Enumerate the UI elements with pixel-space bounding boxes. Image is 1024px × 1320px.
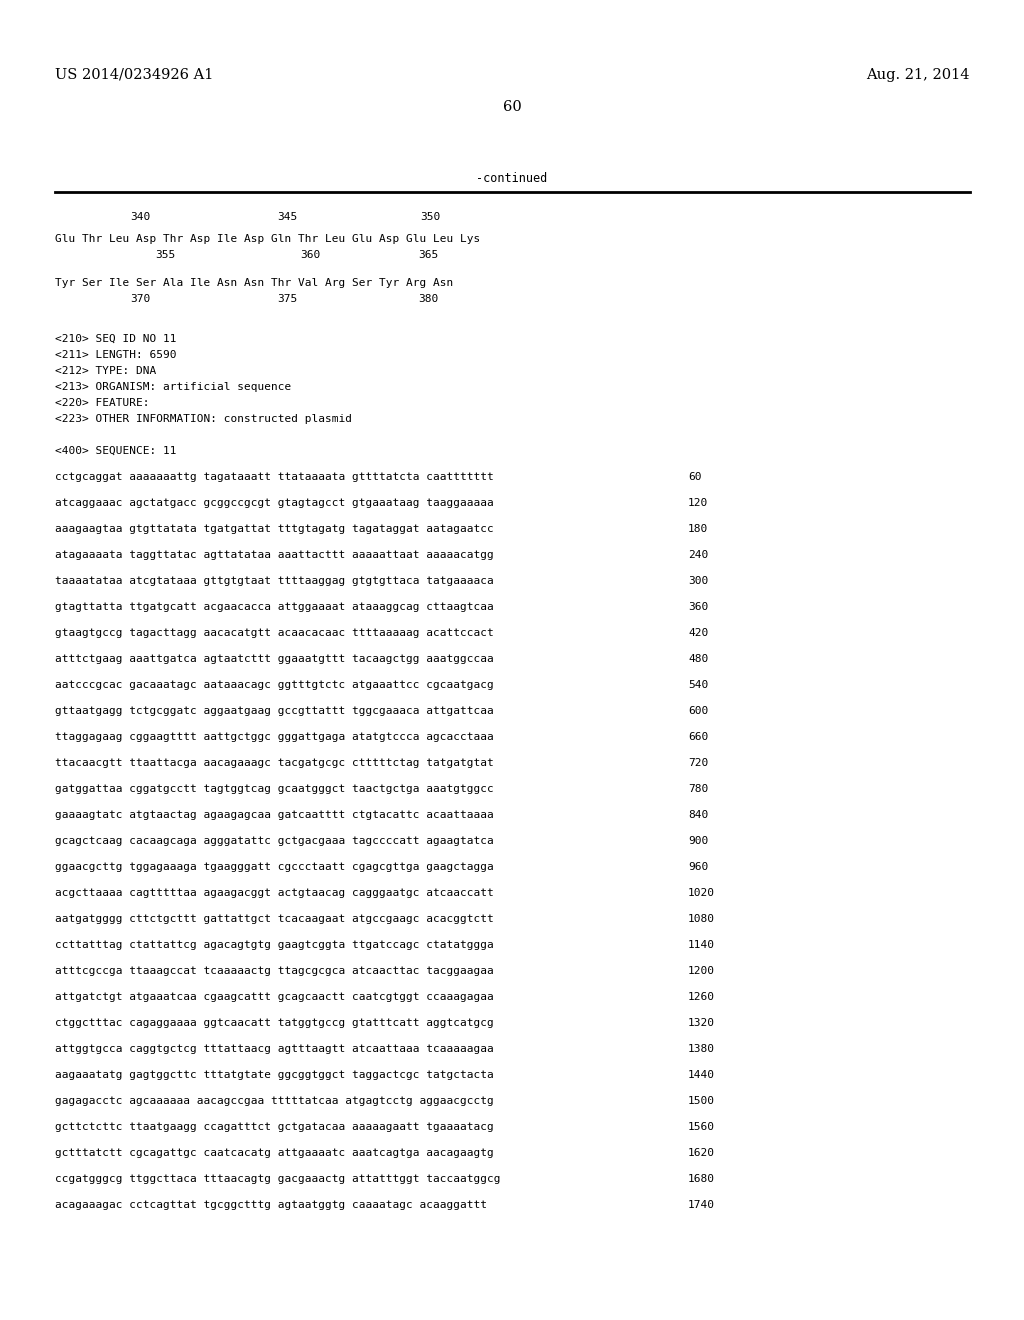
Text: gagagacctc agcaaaaaa aacagccgaa tttttatcaa atgagtcctg aggaacgcctg: gagagacctc agcaaaaaa aacagccgaa tttttatc… <box>55 1096 494 1106</box>
Text: 345: 345 <box>278 213 297 222</box>
Text: 1200: 1200 <box>688 966 715 975</box>
Text: 360: 360 <box>688 602 709 612</box>
Text: Glu Thr Leu Asp Thr Asp Ile Asp Gln Thr Leu Glu Asp Glu Leu Lys: Glu Thr Leu Asp Thr Asp Ile Asp Gln Thr … <box>55 234 480 244</box>
Text: 340: 340 <box>130 213 151 222</box>
Text: 1440: 1440 <box>688 1071 715 1080</box>
Text: 300: 300 <box>688 576 709 586</box>
Text: gaaaagtatc atgtaactag agaagagcaa gatcaatttt ctgtacattc acaattaaaa: gaaaagtatc atgtaactag agaagagcaa gatcaat… <box>55 810 494 820</box>
Text: 1140: 1140 <box>688 940 715 950</box>
Text: ttaggagaag cggaagtttt aattgctggc gggattgaga atatgtccca agcacctaaa: ttaggagaag cggaagtttt aattgctggc gggattg… <box>55 733 494 742</box>
Text: taaaatataa atcgtataaa gttgtgtaat ttttaaggag gtgtgttaca tatgaaaaca: taaaatataa atcgtataaa gttgtgtaat ttttaag… <box>55 576 494 586</box>
Text: atttctgaag aaattgatca agtaatcttt ggaaatgttt tacaagctgg aaatggccaa: atttctgaag aaattgatca agtaatcttt ggaaatg… <box>55 653 494 664</box>
Text: 1260: 1260 <box>688 993 715 1002</box>
Text: <210> SEQ ID NO 11: <210> SEQ ID NO 11 <box>55 334 176 345</box>
Text: aaagaagtaa gtgttatata tgatgattat tttgtagatg tagataggat aatagaatcc: aaagaagtaa gtgttatata tgatgattat tttgtag… <box>55 524 494 535</box>
Text: <223> OTHER INFORMATION: constructed plasmid: <223> OTHER INFORMATION: constructed pla… <box>55 414 352 424</box>
Text: 480: 480 <box>688 653 709 664</box>
Text: <212> TYPE: DNA: <212> TYPE: DNA <box>55 366 157 376</box>
Text: 60: 60 <box>503 100 521 114</box>
Text: 1680: 1680 <box>688 1173 715 1184</box>
Text: atcaggaaac agctatgacc gcggccgcgt gtagtagcct gtgaaataag taaggaaaaa: atcaggaaac agctatgacc gcggccgcgt gtagtag… <box>55 498 494 508</box>
Text: 420: 420 <box>688 628 709 638</box>
Text: attgatctgt atgaaatcaa cgaagcattt gcagcaactt caatcgtggt ccaaagagaa: attgatctgt atgaaatcaa cgaagcattt gcagcaa… <box>55 993 494 1002</box>
Text: acagaaagac cctcagttat tgcggctttg agtaatggtg caaaatagc acaaggattt: acagaaagac cctcagttat tgcggctttg agtaatg… <box>55 1200 487 1210</box>
Text: 1500: 1500 <box>688 1096 715 1106</box>
Text: 540: 540 <box>688 680 709 690</box>
Text: 600: 600 <box>688 706 709 715</box>
Text: 960: 960 <box>688 862 709 873</box>
Text: 120: 120 <box>688 498 709 508</box>
Text: 1740: 1740 <box>688 1200 715 1210</box>
Text: ctggctttac cagaggaaaa ggtcaacatt tatggtgccg gtatttcatt aggtcatgcg: ctggctttac cagaggaaaa ggtcaacatt tatggtg… <box>55 1018 494 1028</box>
Text: US 2014/0234926 A1: US 2014/0234926 A1 <box>55 69 213 82</box>
Text: gcttctcttc ttaatgaagg ccagatttct gctgatacaa aaaaagaatt tgaaaatacg: gcttctcttc ttaatgaagg ccagatttct gctgata… <box>55 1122 494 1133</box>
Text: 1560: 1560 <box>688 1122 715 1133</box>
Text: gtaagtgccg tagacttagg aacacatgtt acaacacaac ttttaaaaag acattccact: gtaagtgccg tagacttagg aacacatgtt acaacac… <box>55 628 494 638</box>
Text: 660: 660 <box>688 733 709 742</box>
Text: ccgatgggcg ttggcttaca tttaacagtg gacgaaactg attatttggt taccaatggcg: ccgatgggcg ttggcttaca tttaacagtg gacgaaa… <box>55 1173 501 1184</box>
Text: 1020: 1020 <box>688 888 715 898</box>
Text: 840: 840 <box>688 810 709 820</box>
Text: <211> LENGTH: 6590: <211> LENGTH: 6590 <box>55 350 176 360</box>
Text: aatgatgggg cttctgcttt gattattgct tcacaagaat atgccgaagc acacggtctt: aatgatgggg cttctgcttt gattattgct tcacaag… <box>55 913 494 924</box>
Text: 370: 370 <box>130 294 151 304</box>
Text: aagaaatatg gagtggcttc tttatgtate ggcggtggct taggactcgc tatgctacta: aagaaatatg gagtggcttc tttatgtate ggcggtg… <box>55 1071 494 1080</box>
Text: attggtgcca caggtgctcg tttattaacg agtttaagtt atcaattaaa tcaaaaagaa: attggtgcca caggtgctcg tttattaacg agtttaa… <box>55 1044 494 1053</box>
Text: 1620: 1620 <box>688 1148 715 1158</box>
Text: cctgcaggat aaaaaaattg tagataaatt ttataaaata gttttatcta caattttttt: cctgcaggat aaaaaaattg tagataaatt ttataaa… <box>55 473 494 482</box>
Text: 1080: 1080 <box>688 913 715 924</box>
Text: <213> ORGANISM: artificial sequence: <213> ORGANISM: artificial sequence <box>55 381 291 392</box>
Text: Tyr Ser Ile Ser Ala Ile Asn Asn Thr Val Arg Ser Tyr Arg Asn: Tyr Ser Ile Ser Ala Ile Asn Asn Thr Val … <box>55 279 454 288</box>
Text: gctttatctt cgcagattgc caatcacatg attgaaaatc aaatcagtga aacagaagtg: gctttatctt cgcagattgc caatcacatg attgaaa… <box>55 1148 494 1158</box>
Text: <400> SEQUENCE: 11: <400> SEQUENCE: 11 <box>55 446 176 455</box>
Text: 240: 240 <box>688 550 709 560</box>
Text: -continued: -continued <box>476 172 548 185</box>
Text: 365: 365 <box>418 249 438 260</box>
Text: 375: 375 <box>278 294 297 304</box>
Text: 60: 60 <box>688 473 701 482</box>
Text: gttaatgagg tctgcggatc aggaatgaag gccgttattt tggcgaaaca attgattcaa: gttaatgagg tctgcggatc aggaatgaag gccgtta… <box>55 706 494 715</box>
Text: 780: 780 <box>688 784 709 795</box>
Text: 180: 180 <box>688 524 709 535</box>
Text: gcagctcaag cacaagcaga agggatattc gctgacgaaa tagccccatt agaagtatca: gcagctcaag cacaagcaga agggatattc gctgacg… <box>55 836 494 846</box>
Text: 1380: 1380 <box>688 1044 715 1053</box>
Text: 360: 360 <box>300 249 321 260</box>
Text: ccttatttag ctattattcg agacagtgtg gaagtcggta ttgatccagc ctatatggga: ccttatttag ctattattcg agacagtgtg gaagtcg… <box>55 940 494 950</box>
Text: acgcttaaaa cagtttttaa agaagacggt actgtaacag cagggaatgc atcaaccatt: acgcttaaaa cagtttttaa agaagacggt actgtaa… <box>55 888 494 898</box>
Text: gatggattaa cggatgcctt tagtggtcag gcaatgggct taactgctga aaatgtggcc: gatggattaa cggatgcctt tagtggtcag gcaatgg… <box>55 784 494 795</box>
Text: <220> FEATURE:: <220> FEATURE: <box>55 399 150 408</box>
Text: 350: 350 <box>420 213 440 222</box>
Text: 900: 900 <box>688 836 709 846</box>
Text: 355: 355 <box>155 249 175 260</box>
Text: atagaaaata taggttatac agttatataa aaattacttt aaaaattaat aaaaacatgg: atagaaaata taggttatac agttatataa aaattac… <box>55 550 494 560</box>
Text: atttcgccga ttaaagccat tcaaaaactg ttagcgcgca atcaacttac tacggaagaa: atttcgccga ttaaagccat tcaaaaactg ttagcgc… <box>55 966 494 975</box>
Text: 1320: 1320 <box>688 1018 715 1028</box>
Text: gtagttatta ttgatgcatt acgaacacca attggaaaat ataaaggcag cttaagtcaa: gtagttatta ttgatgcatt acgaacacca attggaa… <box>55 602 494 612</box>
Text: 380: 380 <box>418 294 438 304</box>
Text: ttacaacgtt ttaattacga aacagaaagc tacgatgcgc ctttttctag tatgatgtat: ttacaacgtt ttaattacga aacagaaagc tacgatg… <box>55 758 494 768</box>
Text: Aug. 21, 2014: Aug. 21, 2014 <box>866 69 970 82</box>
Text: ggaacgcttg tggagaaaga tgaagggatt cgccctaatt cgagcgttga gaagctagga: ggaacgcttg tggagaaaga tgaagggatt cgcccta… <box>55 862 494 873</box>
Text: 720: 720 <box>688 758 709 768</box>
Text: aatcccgcac gacaaatagc aataaacagc ggtttgtctc atgaaattcc cgcaatgacg: aatcccgcac gacaaatagc aataaacagc ggtttgt… <box>55 680 494 690</box>
